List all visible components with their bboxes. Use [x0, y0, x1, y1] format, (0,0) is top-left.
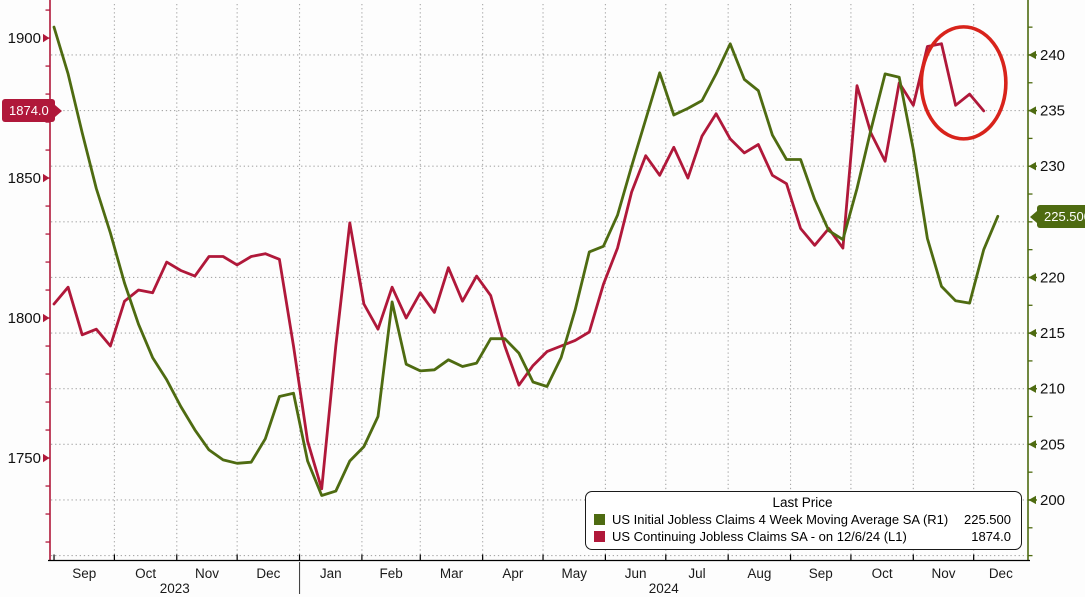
- x-month-label: Apr: [502, 566, 524, 581]
- right-tick-arrow-icon: [1028, 495, 1036, 505]
- x-month-label: Feb: [379, 566, 402, 581]
- x-month-label: Mar: [440, 566, 464, 581]
- x-month-label: Dec: [989, 566, 1013, 581]
- right-tick-arrow-icon: [1028, 328, 1036, 338]
- right-tick-arrow-icon: [1028, 162, 1036, 171]
- left-axis-tick-label: 1750: [8, 450, 41, 467]
- right-axis-tick-label: 220: [1040, 269, 1065, 286]
- legend: Last Price US Initial Jobless Claims 4 W…: [585, 491, 1022, 550]
- right-axis-tick-label: 240: [1040, 47, 1065, 64]
- x-month-label: Dec: [256, 566, 280, 581]
- x-month-label: May: [561, 566, 587, 581]
- left-axis-tick-label: 1800: [8, 310, 41, 327]
- right-tick-arrow-icon: [1028, 384, 1036, 393]
- x-year-label: 2024: [649, 581, 680, 596]
- left-tick-arrow-icon: [43, 313, 50, 323]
- left-axis-tick-label: 1900: [8, 30, 41, 47]
- left-tick-arrow-icon: [43, 33, 50, 43]
- legend-value: 225.500: [964, 512, 1011, 527]
- left-axis-last-price-badge: 1874.0: [2, 99, 62, 122]
- right-tick-arrow-icon: [1028, 106, 1036, 115]
- x-month-label: Jun: [625, 566, 647, 581]
- legend-title: Last Price: [772, 495, 833, 510]
- x-month-label: Nov: [195, 566, 219, 581]
- x-month-label: Oct: [872, 566, 893, 581]
- initial-claims-swatch-icon: [594, 514, 605, 525]
- x-month-label: Sep: [809, 566, 833, 581]
- right-axis-tick-label: 205: [1040, 436, 1065, 453]
- right-axis-last-price-badge: 225.500: [1030, 205, 1085, 228]
- right-axis-tick-label: 230: [1040, 158, 1065, 175]
- legend-label: US Continuing Jobless Claims SA - on 12/…: [612, 529, 907, 544]
- left-axis-tick-label: 1850: [8, 170, 41, 187]
- left-tick-arrow-icon: [43, 453, 50, 463]
- initial-claims-line: [52, 25, 1000, 497]
- x-month-label: Aug: [747, 566, 771, 581]
- highlight-ellipse-annotation: [919, 25, 1008, 141]
- right-axis-tick-label: 215: [1040, 325, 1065, 342]
- x-month-label: Oct: [135, 566, 156, 581]
- right-tick-arrow-icon: [1028, 273, 1036, 282]
- right-axis-tick-label: 235: [1040, 103, 1065, 120]
- x-month-label: Nov: [931, 566, 955, 581]
- right-axis-tick-label: 200: [1040, 492, 1065, 509]
- continuing-claims-swatch-icon: [594, 531, 605, 542]
- x-year-label: 2023: [160, 581, 190, 596]
- legend-label: US Initial Jobless Claims 4 Week Moving …: [612, 512, 949, 527]
- left-tick-arrow-icon: [43, 173, 50, 183]
- x-month-label: Jul: [688, 566, 705, 581]
- legend-value: 1874.0: [971, 529, 1011, 544]
- x-month-label: Sep: [72, 566, 96, 581]
- legend-row-initial-claims: US Initial Jobless Claims 4 Week Moving …: [594, 512, 1011, 527]
- right-tick-arrow-icon: [1028, 50, 1036, 60]
- x-month-label: Jan: [320, 566, 342, 581]
- right-tick-arrow-icon: [1028, 440, 1036, 449]
- right-axis-tick-label: 210: [1040, 381, 1065, 398]
- legend-row-continuing-claims: US Continuing Jobless Claims SA - on 12/…: [594, 529, 1011, 544]
